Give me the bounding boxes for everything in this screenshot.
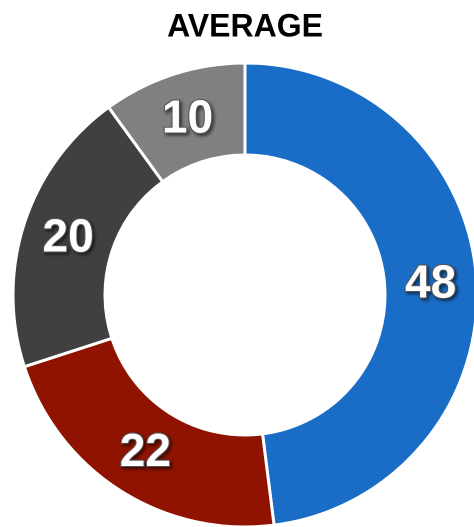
value-label: 10 [162,90,213,142]
donut-slice [106,61,247,184]
donut-slice [11,105,165,369]
value-label: 48 [405,255,456,307]
value-label: 20 [43,210,94,262]
donut-slice [243,61,474,527]
donut-slice [22,336,276,527]
value-label: 22 [120,424,171,476]
chart-title: AVERAGE [167,7,323,43]
